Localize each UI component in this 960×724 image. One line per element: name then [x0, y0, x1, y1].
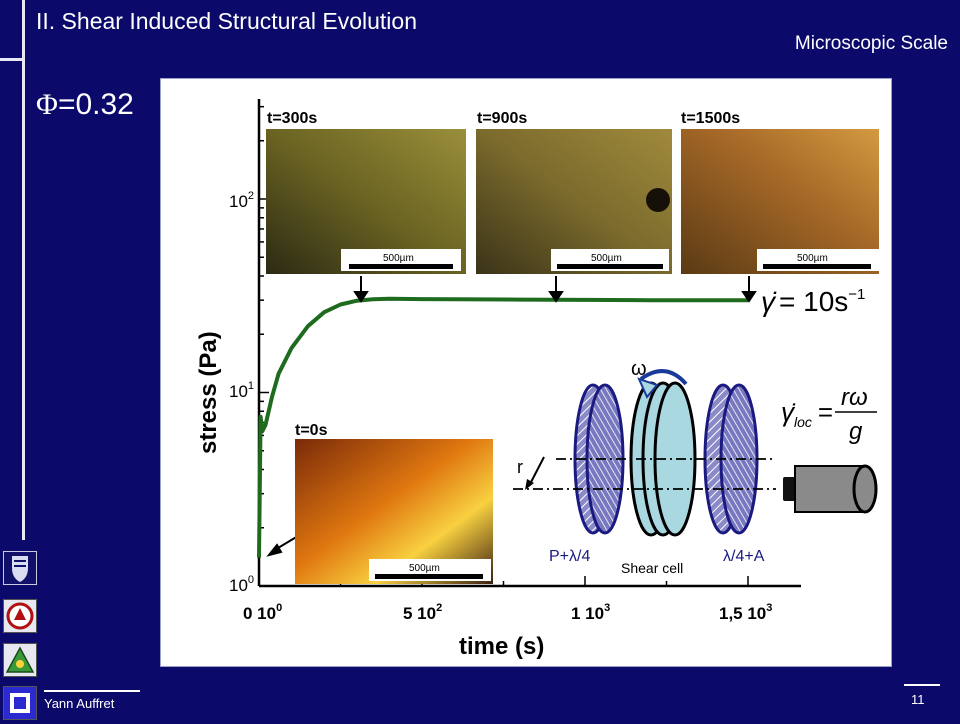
micrograph-t900-bubble — [646, 188, 670, 212]
institute-logo-red — [3, 599, 37, 633]
figure-panel: 100 101 102 0 100 5 102 1 103 1,5 103 ti… — [160, 78, 892, 667]
svg-text:γ̇loc=: γ̇loc = — [781, 397, 833, 430]
stress-time-figure: 100 101 102 0 100 5 102 1 103 1,5 103 ti… — [195, 99, 879, 660]
svg-text:rω: rω — [841, 384, 868, 411]
micrograph-t1500: t=1500s 500µm — [681, 110, 879, 274]
y-tick-label-100: 102 — [229, 190, 254, 211]
page-number: 11 — [911, 692, 925, 707]
micrograph-t300-scale: 500µm — [383, 253, 414, 264]
optical-setup: ω r P+λ/4 Shear cell λ/4+A — [513, 358, 878, 576]
micrograph-t300-label: t=300s — [267, 110, 317, 127]
volume-fraction-label: Φ=0.32 — [36, 88, 134, 122]
micrograph-t900-label: t=900s — [477, 110, 527, 127]
svg-text:g: g — [849, 418, 863, 445]
micrograph-t0-scalebar — [375, 574, 483, 579]
left-vertical-rule — [22, 0, 25, 540]
micrograph-t300-scalebar — [349, 264, 453, 269]
x-axis-label: time (s) — [459, 633, 544, 660]
y-tick-label-10: 101 — [229, 380, 254, 401]
micrograph-t1500-label: t=1500s — [681, 110, 740, 127]
micrograph-arrows — [266, 276, 757, 557]
micrograph-t0: t=0s 500µm — [295, 422, 493, 584]
micrograph-t300: t=300s 500µm — [266, 110, 466, 274]
micrograph-t900: t=900s 500µm — [476, 110, 672, 274]
phi-symbol: Φ — [36, 88, 58, 121]
x-tick-labels: 0 100 5 102 1 103 1,5 103 — [243, 602, 772, 623]
slide-subtitle: Microscopic Scale — [794, 33, 948, 54]
radius-label: r — [517, 457, 523, 477]
slide-title: II. Shear Induced Structural Evolution — [36, 8, 417, 34]
y-axis-label: stress (Pa) — [195, 331, 222, 454]
stress-curve — [257, 296, 748, 558]
y-tick-labels: 100 101 102 — [229, 190, 254, 595]
micrograph-t900-scalebar — [557, 264, 663, 269]
local-shear-rate-formula: γ̇loc = rω g — [781, 384, 877, 445]
author-rule — [44, 690, 140, 692]
x-tick-label-1000: 1 103 — [571, 602, 610, 623]
university-of-melbourne-logo — [3, 551, 37, 585]
micrograph-t900-scale: 500µm — [591, 253, 622, 264]
omega-label: ω — [631, 358, 647, 380]
left-horizontal-rule — [0, 58, 22, 61]
micrograph-t1500-scalebar — [763, 264, 871, 269]
shear-rate-formula: γ̇ = 10s−1 — [761, 286, 865, 317]
phi-value: =0.32 — [57, 88, 134, 121]
institute-logo-green — [3, 643, 37, 677]
micrograph-t0-scale: 500µm — [409, 563, 440, 574]
x-tick-label-0: 0 100 — [243, 602, 282, 623]
shear-cell-label: Shear cell — [621, 560, 683, 576]
micrograph-t0-label: t=0s — [295, 422, 328, 439]
polarizer-label: P+λ/4 — [549, 548, 590, 565]
institute-logo-blue — [3, 686, 37, 720]
page-number-rule — [904, 684, 940, 686]
y-tick-label-1: 100 — [229, 574, 254, 595]
svg-text:γ̇= 10s−1: γ̇ = 10s−1 — [761, 286, 865, 317]
x-tick-label-500: 5 102 — [403, 602, 442, 623]
author-name: Yann Auffret — [44, 696, 115, 711]
x-tick-label-1500: 1,5 103 — [719, 602, 772, 623]
analyzer-label: λ/4+A — [723, 548, 765, 565]
micrograph-t1500-scale: 500µm — [797, 253, 828, 264]
